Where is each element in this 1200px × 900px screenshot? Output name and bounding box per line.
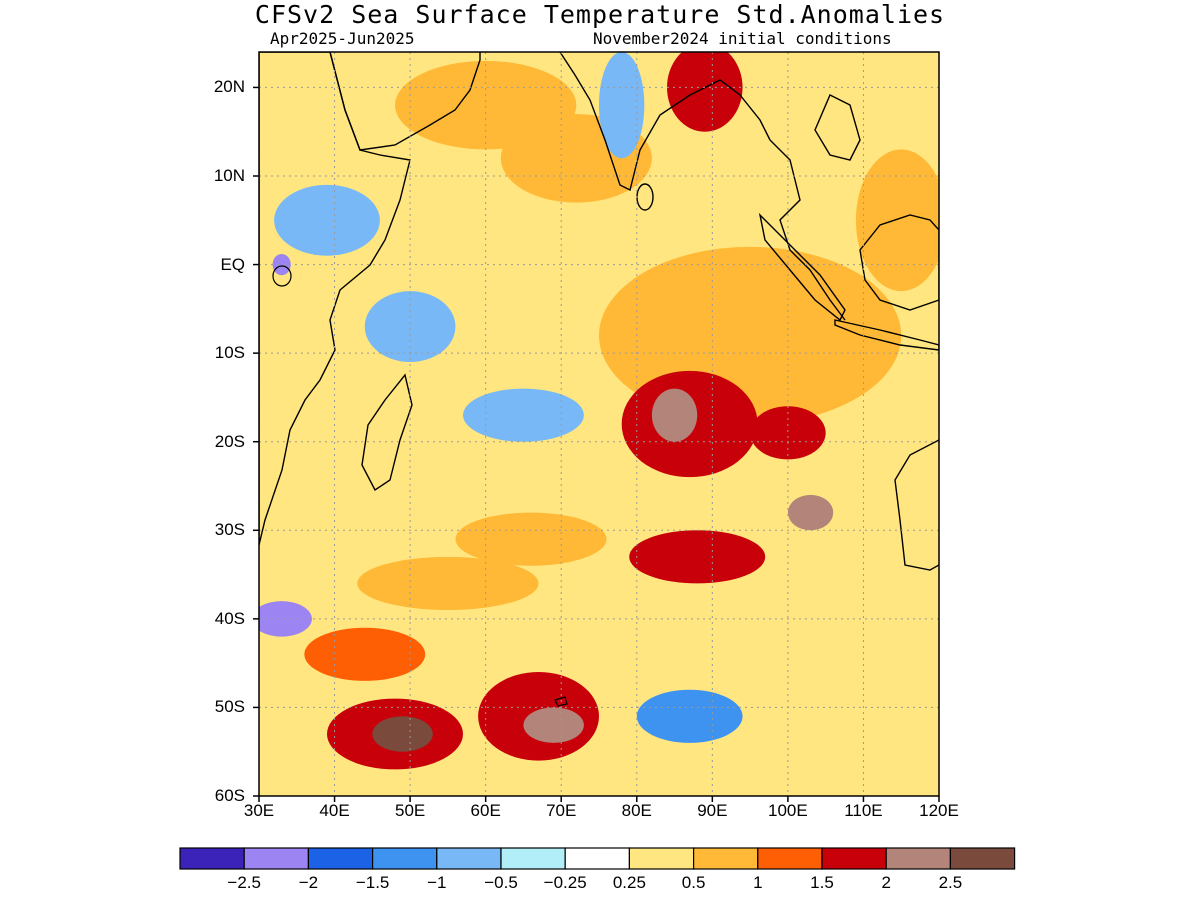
colorbar-swatch [628, 847, 695, 870]
anomaly-region [787, 494, 834, 531]
forecast-period: Apr2025-Jun2025 [270, 29, 415, 48]
axis-ticks [253, 86, 940, 802]
longitude-label: 90E [697, 801, 728, 820]
india-coastline [559, 52, 771, 192]
anomaly-region [599, 52, 645, 159]
colorbar-label: 2.5 [938, 873, 963, 892]
anomaly-region [629, 530, 766, 584]
latitude-label: 10S [214, 343, 245, 363]
latitude-label: 50S [214, 697, 245, 717]
colorbar-swatch [372, 847, 438, 870]
anomaly-region [523, 707, 584, 743]
anomaly-region [855, 149, 939, 292]
madagascar-coastline [361, 373, 413, 492]
initial-conditions: November2024 initial conditions [593, 29, 892, 48]
colorbar-label: −1 [427, 873, 447, 892]
latitude-label: 60S [214, 786, 245, 805]
australia-coastline [894, 439, 939, 571]
anomaly-region [651, 388, 698, 442]
colorbar-label: −0.25 [543, 873, 587, 892]
colorbar-label: 2 [881, 873, 891, 892]
latitude-label: 10N [213, 166, 245, 185]
arabia-coastline [329, 52, 481, 151]
latitude-label: 30S [214, 520, 245, 540]
longitude-label: 80E [621, 801, 652, 820]
colorbar-label: −2.5 [227, 873, 261, 892]
colorbar-label: 1.5 [810, 873, 834, 892]
sumatra-coastline [758, 212, 846, 322]
anomaly-region [274, 184, 380, 256]
indochina-coastline [814, 94, 861, 161]
colorbar-label: 1 [753, 873, 763, 892]
anomaly-region [463, 388, 584, 442]
anomaly-region [364, 291, 456, 363]
latitude-label: 20S [214, 431, 245, 451]
colorbar-label: 0.25 [612, 873, 646, 892]
anomaly-region [357, 556, 539, 611]
colorbar-label: −0.5 [484, 873, 518, 892]
malay-coastline [769, 139, 846, 321]
longitude-label: 30E [243, 801, 275, 820]
colorbar-swatch [692, 847, 759, 870]
map-title: CFSv2 Sea Surface Temperature Std.Anomal… [254, 0, 946, 29]
longitude-label: 40E [319, 801, 350, 820]
longitude-label: 120E [919, 801, 959, 820]
colorbar-swatch [564, 847, 631, 870]
latitude-label: 20N [213, 77, 245, 97]
colorbar-swatch [500, 847, 566, 870]
colorbar-swatch [949, 847, 1016, 870]
lake-victoria [272, 265, 292, 287]
anomaly-field [259, 52, 939, 770]
colorbar [179, 847, 1016, 870]
colorbar-swatch [821, 847, 887, 870]
longitude-label: 100E [768, 801, 808, 820]
colorbar-swatch [757, 847, 823, 870]
colorbar-swatch [885, 847, 952, 870]
map-frame [258, 51, 940, 797]
latitude-label: EQ [220, 254, 245, 274]
colorbar-swatch [179, 847, 245, 870]
colorbar-label: 0.5 [681, 873, 706, 892]
anomaly-region [667, 52, 743, 132]
anomaly-region [636, 689, 743, 743]
longitude-label: 60E [470, 801, 501, 820]
latitude-label: 40S [214, 608, 245, 628]
anomaly-region [395, 60, 577, 150]
lat-lon-grid [259, 52, 939, 796]
borneo-coastline [859, 214, 939, 311]
kerguelen-island [554, 696, 568, 707]
colorbar-swatch [243, 847, 309, 870]
anomaly-region [304, 627, 426, 681]
colorbar-label: −1.5 [355, 873, 390, 892]
colorbar-label: −2 [298, 873, 319, 892]
longitude-label: 110E [844, 801, 883, 820]
anomaly-region [372, 716, 433, 752]
longitude-label: 70E [546, 801, 577, 820]
colorbar-swatch [436, 847, 502, 870]
anomaly-region [272, 253, 291, 276]
anomaly-region [750, 406, 826, 460]
longitude-label: 50E [394, 801, 426, 820]
anomaly-region [259, 601, 312, 637]
anomaly-region [455, 512, 607, 566]
coastlines [259, 52, 939, 707]
colorbar-swatch [307, 847, 374, 870]
java-coastline [834, 319, 939, 351]
